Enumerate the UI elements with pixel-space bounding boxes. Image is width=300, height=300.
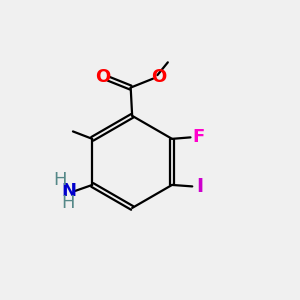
Text: F: F xyxy=(193,128,205,146)
Text: O: O xyxy=(151,68,166,86)
Text: O: O xyxy=(95,68,111,86)
Text: H: H xyxy=(62,194,75,212)
Text: I: I xyxy=(196,177,203,196)
Text: N: N xyxy=(61,182,76,200)
Text: H: H xyxy=(53,171,66,189)
